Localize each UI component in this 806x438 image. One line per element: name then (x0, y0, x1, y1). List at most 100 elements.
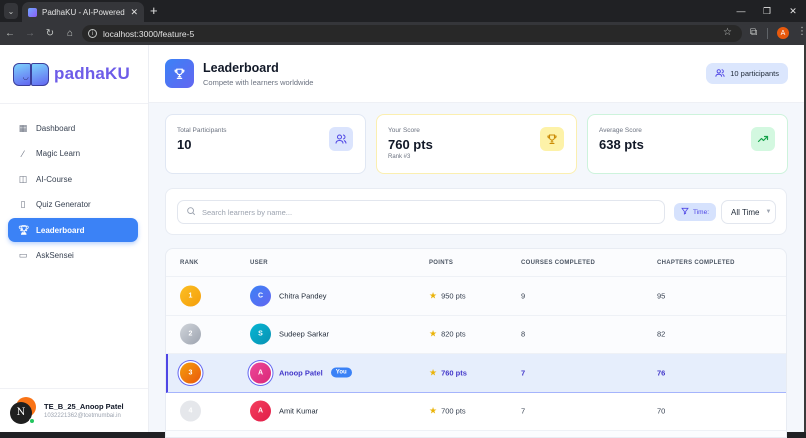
online-status-dot (29, 417, 35, 424)
minimize-icon[interactable]: — (736, 6, 746, 16)
chapters-completed: 95 (657, 291, 666, 301)
app-root: ◡ padhaKU ▦ Dashboard ⁄ Magic Learn ◫ AI… (0, 45, 804, 438)
browser-tab[interactable]: PadhaKU - AI-Powered Learning ✕ (22, 2, 144, 22)
sidebar-item-leaderboard[interactable]: 🏆︎ Leaderboard (8, 218, 138, 242)
courses-completed: 9 (521, 291, 526, 301)
column-header-user: USER (250, 259, 268, 266)
chapters-completed: 82 (657, 329, 666, 339)
reload-button[interactable]: ↻ (45, 28, 55, 39)
extensions-icon[interactable]: ⧉ (750, 27, 758, 38)
sidebar-item-label: Quiz Generator (36, 200, 91, 209)
participants-badge[interactable]: 10 participants (706, 63, 788, 84)
points-cell: ★ 820 pts (429, 328, 466, 339)
time-filter-label: Time: (674, 203, 717, 221)
stat-label: Average Score (599, 127, 642, 134)
avatar: A (250, 362, 271, 384)
user-cell: S Sudeep Sarkar (250, 323, 329, 345)
avatar: C (250, 285, 271, 307)
new-tab-button[interactable]: + (150, 3, 158, 18)
profile-email: 1032221362@tcetmumbai.in (44, 413, 121, 419)
user-cell: A Amit Kumar (250, 400, 318, 422)
search-input[interactable] (202, 207, 642, 217)
magic-wand-icon: ⁄ (22, 148, 24, 159)
browser-profile-avatar[interactable]: A (777, 27, 789, 39)
user-cell: C Chitra Pandey (250, 285, 327, 307)
sidebar-item-quiz-generator[interactable]: ▯ Quiz Generator (8, 193, 138, 217)
stat-label: Your Score (388, 127, 420, 134)
rank-badge: 3 (180, 362, 201, 384)
sidebar: ◡ padhaKU ▦ Dashboard ⁄ Magic Learn ◫ AI… (0, 45, 149, 432)
tab-search-button[interactable]: ⌄ (4, 3, 18, 19)
courses-completed: 8 (521, 329, 526, 339)
chapters-completed: 70 (657, 406, 666, 416)
column-header-chapters: CHAPTERS COMPLETED (657, 259, 735, 266)
courses-completed: 7 (521, 368, 526, 378)
bookmark-star-icon[interactable]: ☆ (723, 27, 732, 38)
window-controls: — ❐ ✕ (728, 0, 806, 22)
trophy-icon (165, 59, 194, 88)
back-button[interactable]: ← (5, 28, 15, 39)
rank-badge: 4 (180, 400, 201, 422)
user-profile[interactable]: N TE_B_25_Anoop Patel 1032221362@tcetmum… (0, 388, 148, 432)
you-badge: You (330, 367, 352, 378)
chevron-down-icon: ▼ (765, 209, 772, 215)
stat-card-total-participants: Total Participants 10 (165, 114, 366, 174)
site-info-icon[interactable]: i (88, 29, 97, 38)
search-field[interactable] (177, 200, 665, 224)
points-cell: ★ 700 pts (429, 405, 466, 416)
user-name: Chitra Pandey (279, 291, 327, 301)
users-icon (329, 127, 353, 151)
logo[interactable]: ◡ padhaKU (0, 45, 148, 104)
user-name: Anoop Patel (279, 368, 323, 378)
table-row[interactable]: 4 A Amit Kumar ★ 700 pts 7 70 (166, 392, 786, 431)
table-row-current-user[interactable]: 3 A Anoop Patel You ★ 760 pts 7 76 (166, 354, 786, 393)
grid-icon: ▦ (18, 122, 28, 133)
search-icon (186, 206, 196, 219)
sidebar-item-asksensei[interactable]: ▭ AskSensei (8, 244, 138, 268)
stats-row: Total Participants 10 Your Score 760 pts… (165, 114, 788, 174)
avatar: S (250, 323, 271, 345)
trophy-icon (540, 127, 564, 151)
table-row[interactable]: 1 C Chitra Pandey ★ 950 pts 9 95 (166, 277, 786, 316)
page-header: Leaderboard Compete with learners worldw… (149, 45, 804, 103)
table-header: RANK USER POINTS COURSES COMPLETED CHAPT… (166, 249, 786, 277)
kebab-menu-icon[interactable]: ⋮ (797, 26, 806, 37)
trophy-icon: 🏆︎ (18, 224, 30, 235)
sidebar-item-label: AI-Course (36, 174, 73, 184)
user-cell: A Anoop Patel You (250, 362, 352, 384)
favicon-icon (28, 7, 37, 17)
time-range-value: All Time (731, 207, 760, 217)
stat-card-average-score: Average Score 638 pts (587, 114, 788, 174)
stat-card-your-score: Your Score 760 pts Rank #3 (376, 114, 577, 174)
window-edge (804, 45, 806, 432)
star-icon: ★ (429, 290, 438, 301)
book-open-icon: ◫ (18, 173, 28, 184)
sidebar-item-ai-course[interactable]: ◫ AI-Course (8, 167, 138, 191)
star-icon: ★ (429, 367, 438, 378)
sidebar-item-label: Magic Learn (36, 149, 81, 158)
pencil-icon: ▯ (20, 199, 26, 209)
time-range-select[interactable]: All Time ▼ (721, 200, 776, 224)
browser-tabstrip: ⌄ PadhaKU - AI-Powered Learning ✕ + — ❐ … (0, 0, 806, 22)
stat-value: 760 pts (388, 137, 433, 152)
chat-icon: ▭ (18, 250, 28, 260)
trending-up-icon (751, 127, 775, 151)
users-icon (715, 68, 725, 80)
sidebar-item-magic-learn[interactable]: ⁄ Magic Learn (8, 142, 138, 166)
leaderboard-table: RANK USER POINTS COURSES COMPLETED CHAPT… (165, 248, 787, 438)
chapters-completed: 76 (657, 368, 666, 378)
sidebar-item-dashboard[interactable]: ▦ Dashboard (8, 116, 138, 140)
address-bar[interactable]: i localhost:3000/feature-5 ☆ (82, 25, 742, 42)
close-window-icon[interactable]: ✕ (789, 6, 797, 16)
forward-button[interactable]: → (25, 28, 35, 39)
main-content: Leaderboard Compete with learners worldw… (149, 45, 804, 438)
avatar: A (250, 400, 271, 422)
profile-name: TE_B_25_Anoop Patel (44, 402, 124, 411)
url-text[interactable]: localhost:3000/feature-5 (103, 28, 195, 39)
participants-label: 10 participants (730, 69, 779, 78)
table-row[interactable]: 2 S Sudeep Sarkar ★ 820 pts 8 82 (166, 316, 786, 354)
home-button[interactable]: ⌂ (66, 28, 74, 39)
restore-icon[interactable]: ❐ (762, 6, 772, 16)
close-tab-icon[interactable]: ✕ (130, 6, 138, 17)
rank-text: Rank #3 (388, 154, 411, 160)
